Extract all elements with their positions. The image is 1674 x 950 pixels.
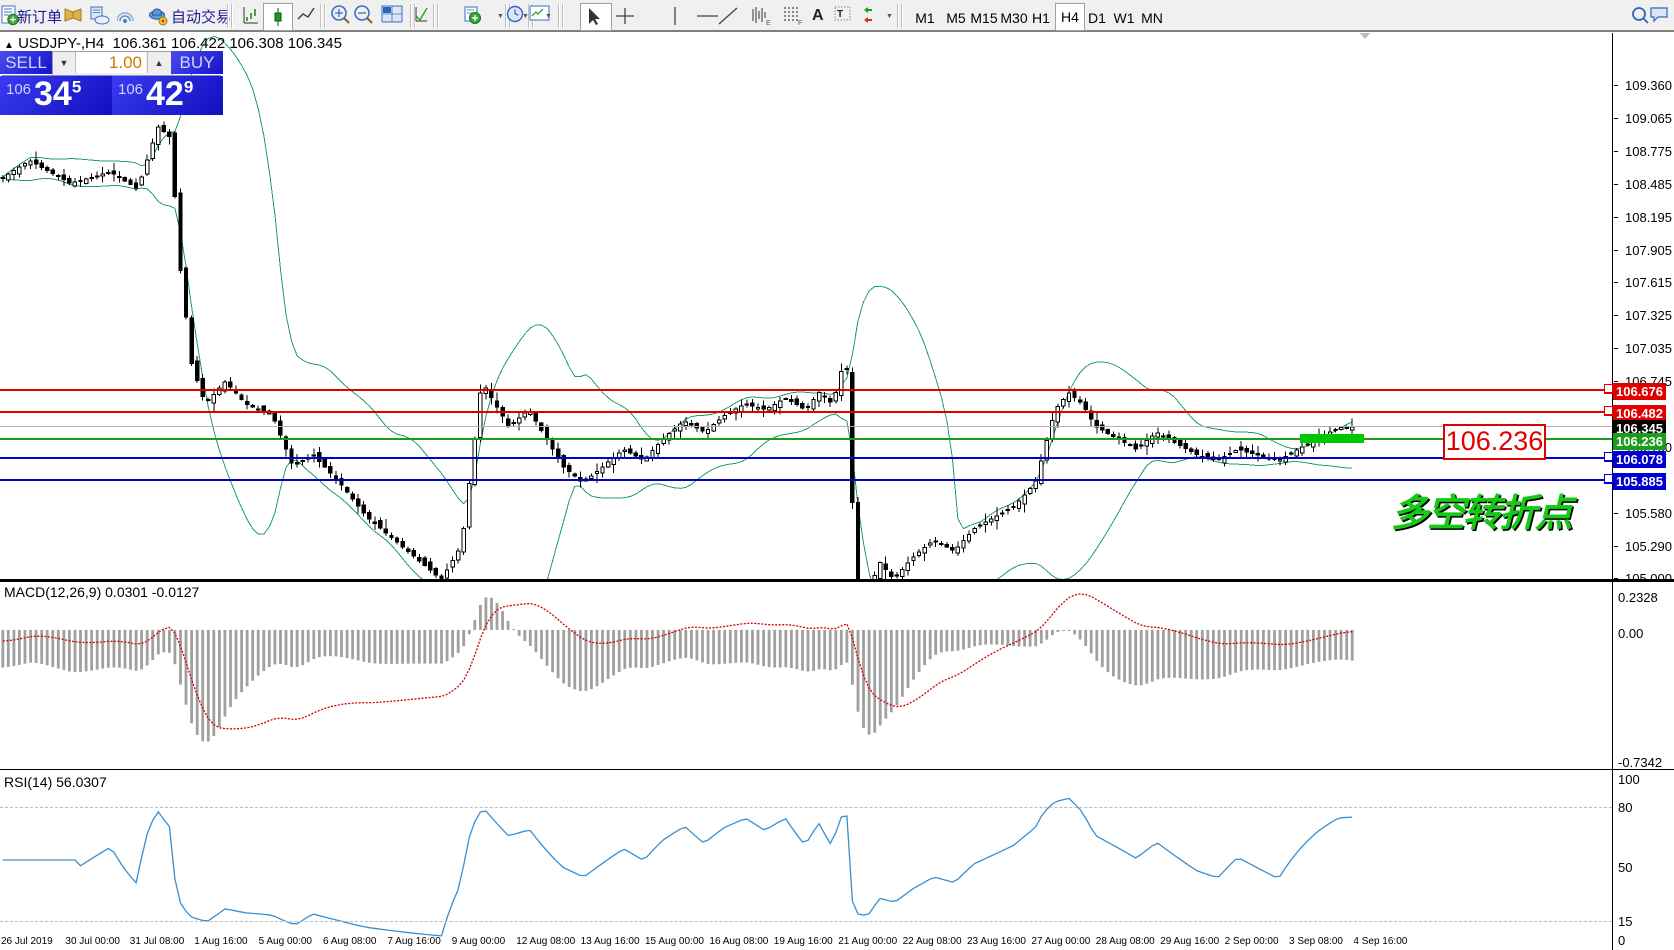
svg-text:F: F [798,20,802,26]
svg-text:E: E [766,20,771,26]
svg-text:T: T [837,9,843,20]
